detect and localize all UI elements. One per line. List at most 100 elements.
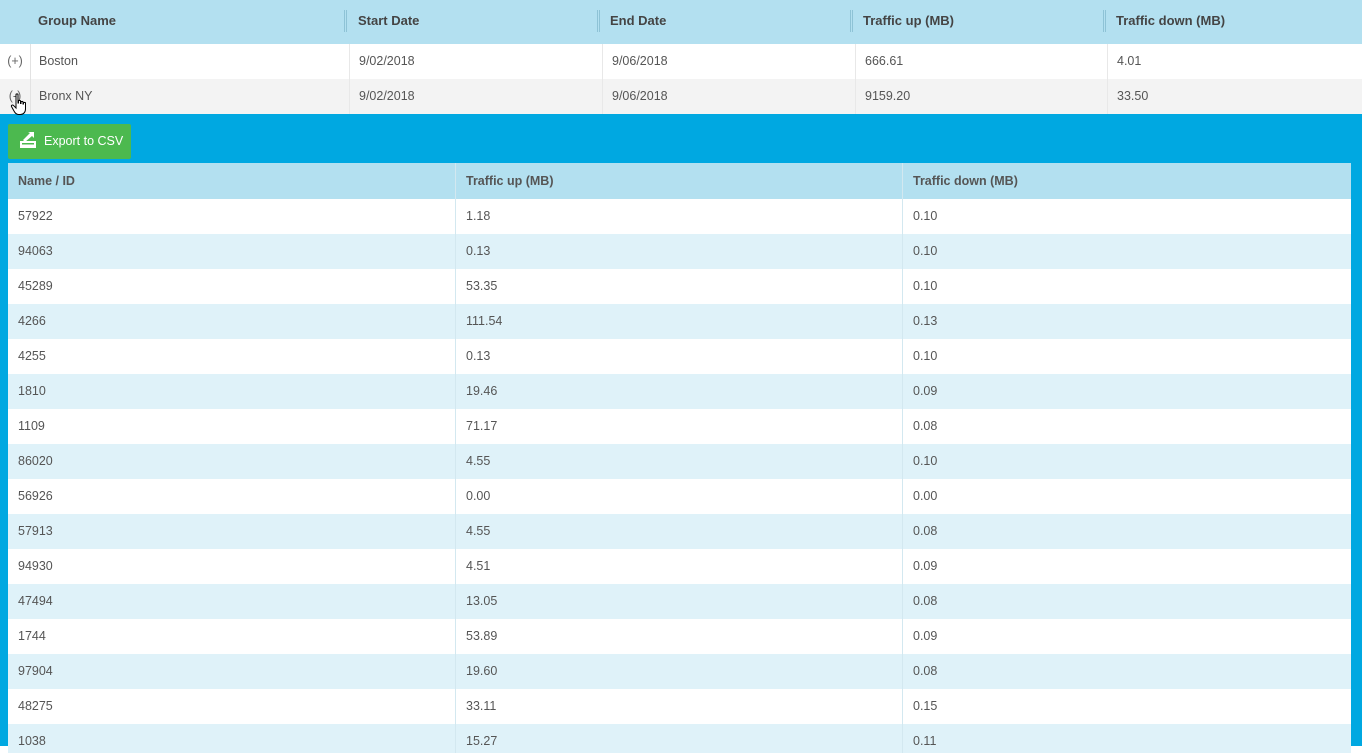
name-id-cell: 4266	[18, 314, 46, 328]
collapse-row-toggle[interactable]: (-)	[0, 79, 31, 114]
expand-row-toggle[interactable]: (+)	[0, 44, 31, 79]
traffic-down-cell: 0.08	[902, 514, 1351, 549]
end-date-cell: 9/06/2018	[612, 89, 668, 103]
traffic-down-cell: 0.08	[902, 654, 1351, 689]
traffic-down-cell: 0.09	[902, 549, 1351, 584]
traffic-down-cell: 0.10	[902, 199, 1351, 234]
table-row[interactable]: 97904 19.60 0.08	[8, 654, 1351, 689]
traffic-up-cell: 19.60	[455, 654, 902, 689]
traffic-down-cell: 0.08	[902, 584, 1351, 619]
column-header-traffic-down[interactable]: Traffic down (MB)	[1116, 13, 1226, 28]
start-date-cell: 9/02/2018	[359, 54, 415, 68]
end-date-cell: 9/06/2018	[612, 54, 668, 68]
name-id-cell: 94930	[18, 559, 53, 573]
detail-table: Name / ID Traffic up (MB) Traffic down (…	[8, 163, 1351, 753]
column-header-traffic-down[interactable]: Traffic down (MB)	[902, 163, 1351, 199]
name-id-cell: 86020	[18, 454, 53, 468]
table-row[interactable]: 4266 111.54 0.13	[8, 304, 1351, 339]
name-id-cell: 1744	[18, 629, 46, 643]
name-id-cell: 1109	[18, 419, 45, 433]
table-row[interactable]: 1744 53.89 0.09	[8, 619, 1351, 654]
name-id-cell: 57913	[18, 524, 53, 538]
column-header-name-id[interactable]: Name / ID	[18, 174, 75, 188]
traffic-up-cell: 53.89	[455, 619, 902, 654]
table-row[interactable]: 94930 4.51 0.09	[8, 549, 1351, 584]
group-row-bronx-ny[interactable]: (-) Bronx NY 9/02/2018 9/06/2018 9159.20…	[0, 79, 1362, 114]
traffic-up-cell: 1.18	[455, 199, 902, 234]
name-id-cell: 94063	[18, 244, 53, 258]
traffic-up-cell: 53.35	[455, 269, 902, 304]
column-header-group-name[interactable]: Group Name	[38, 13, 117, 28]
name-id-cell: 1038	[18, 734, 46, 748]
export-button-label: Export to CSV	[44, 134, 124, 148]
traffic-up-cell: 0.13	[455, 234, 902, 269]
table-row[interactable]: 1109 71.17 0.08	[8, 409, 1351, 444]
detail-table-header: Name / ID Traffic up (MB) Traffic down (…	[8, 163, 1351, 199]
table-row[interactable]: 56926 0.00 0.00	[8, 479, 1351, 514]
table-row[interactable]: 57922 1.18 0.10	[8, 199, 1351, 234]
traffic-up-cell: 4.55	[455, 514, 902, 549]
column-header-end-date[interactable]: End Date	[610, 13, 667, 28]
name-id-cell: 57922	[18, 209, 53, 223]
traffic-down-cell: 0.10	[902, 444, 1351, 479]
export-icon	[20, 132, 36, 148]
traffic-up-cell: 15.27	[455, 724, 902, 753]
group-row-boston[interactable]: (+) Boston 9/02/2018 9/06/2018 666.61 4.…	[0, 44, 1362, 79]
traffic-down-cell: 0.11	[902, 724, 1351, 753]
table-row[interactable]: 57913 4.55 0.08	[8, 514, 1351, 549]
name-id-cell: 47494	[18, 594, 53, 608]
name-id-cell: 4255	[18, 349, 46, 363]
table-row[interactable]: 48275 33.11 0.15	[8, 689, 1351, 724]
traffic-down-cell: 33.50	[1117, 89, 1149, 103]
column-header-traffic-up[interactable]: Traffic up (MB)	[863, 13, 954, 28]
table-row[interactable]: 47494 13.05 0.08	[8, 584, 1351, 619]
traffic-up-cell: 19.46	[455, 374, 902, 409]
table-row[interactable]: 4255 0.13 0.10	[8, 339, 1351, 374]
table-row[interactable]: 1038 15.27 0.11	[8, 724, 1351, 753]
cell-divider	[349, 79, 350, 114]
traffic-down-cell: 0.10	[902, 234, 1351, 269]
traffic-up-cell: 666.61	[865, 54, 904, 68]
traffic-up-cell: 71.17	[455, 409, 902, 444]
traffic-up-cell: 9159.20	[865, 89, 911, 103]
traffic-up-cell: 13.05	[455, 584, 902, 619]
traffic-down-cell: 0.10	[902, 339, 1351, 374]
column-resize-handle[interactable]	[1103, 10, 1106, 32]
group-name-cell: Bronx NY	[39, 89, 93, 103]
name-id-cell: 97904	[18, 664, 53, 678]
table-row[interactable]: 45289 53.35 0.10	[8, 269, 1351, 304]
group-name-cell: Boston	[39, 54, 78, 68]
name-id-cell: 56926	[18, 489, 53, 503]
column-header-traffic-up[interactable]: Traffic up (MB)	[455, 163, 902, 199]
traffic-up-cell: 0.13	[455, 339, 902, 374]
table-row[interactable]: 94063 0.13 0.10	[8, 234, 1351, 269]
name-id-cell: 1810	[18, 384, 46, 398]
traffic-down-cell: 0.00	[902, 479, 1351, 514]
cell-divider	[602, 79, 603, 114]
column-resize-handle[interactable]	[850, 10, 853, 32]
cell-divider	[602, 44, 603, 79]
traffic-down-cell: 0.13	[902, 304, 1351, 339]
detail-table-body: 57922 1.18 0.10 94063 0.13 0.10 45289 53.35 0.10…	[8, 199, 1351, 753]
cell-divider	[349, 44, 350, 79]
traffic-down-cell: 4.01	[1117, 54, 1142, 68]
cell-divider	[1107, 44, 1108, 79]
traffic-down-cell: 0.15	[902, 689, 1351, 724]
traffic-up-cell: 0.00	[455, 479, 902, 514]
traffic-up-cell: 33.11	[455, 689, 902, 724]
cell-divider	[855, 44, 856, 79]
column-resize-handle[interactable]	[344, 10, 347, 32]
export-to-csv-button[interactable]: Export to CSV	[8, 124, 131, 159]
table-row[interactable]: 86020 4.55 0.10	[8, 444, 1351, 479]
traffic-down-cell: 0.09	[902, 619, 1351, 654]
group-grid-header: Group Name Start Date End Date Traffic u…	[0, 0, 1362, 45]
column-header-start-date[interactable]: Start Date	[358, 13, 420, 28]
column-resize-handle[interactable]	[597, 10, 600, 32]
name-id-cell: 48275	[18, 699, 53, 713]
traffic-up-cell: 4.51	[455, 549, 902, 584]
traffic-down-cell: 0.09	[902, 374, 1351, 409]
traffic-up-cell: 4.55	[455, 444, 902, 479]
cell-divider	[1107, 79, 1108, 114]
traffic-down-cell: 0.10	[902, 269, 1351, 304]
table-row[interactable]: 1810 19.46 0.09	[8, 374, 1351, 409]
